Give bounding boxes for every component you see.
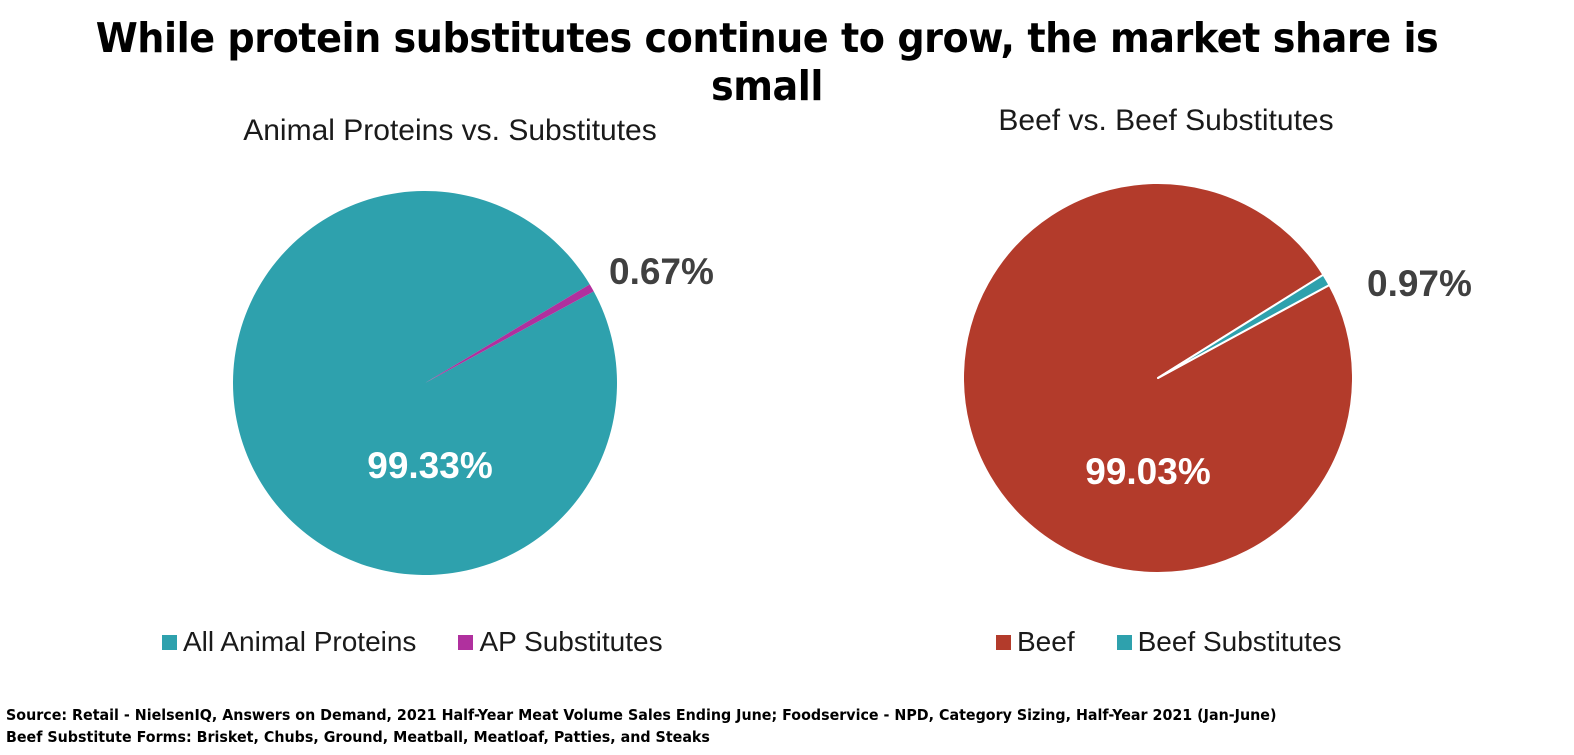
pie-chart-beef: 99.03% 0.97% [962, 182, 1472, 575]
data-label-small-slice: 0.97% [1367, 263, 1472, 304]
legend-swatch [1116, 634, 1132, 650]
legend-beef: Beef Beef Substitutes [996, 626, 1342, 658]
chart-title-animal-proteins: Animal Proteins vs. Substitutes [243, 114, 657, 147]
data-label-small-slice: 0.67% [609, 251, 714, 292]
legend-item-beef: Beef [996, 626, 1075, 658]
chart-title-beef: Beef vs. Beef Substitutes [998, 104, 1334, 137]
pie-chart-animal-proteins: 99.33% 0.67% [233, 191, 714, 576]
legend-swatch [458, 634, 474, 650]
footnote-source: Source: Retail - NielsenIQ, Answers on D… [6, 706, 1277, 724]
legend-item-all-animal-proteins: All Animal Proteins [162, 626, 416, 658]
legend-swatch [996, 634, 1011, 650]
pie-slice-ap-substitutes [425, 284, 594, 383]
legend-item-ap-substitutes: AP Substitutes [458, 626, 663, 658]
page-title: While protein substitutes continue to gr… [95, 14, 1439, 110]
pie-slice-beef-substitutes [1157, 273, 1331, 379]
pie-slice-all-animal-proteins [233, 191, 618, 576]
data-label-large-slice: 99.03% [1085, 451, 1211, 492]
legend-label: Beef [1017, 626, 1075, 657]
footnote-beef-forms: Beef Substitute Forms: Brisket, Chubs, G… [6, 728, 710, 746]
legend-swatch [162, 634, 177, 650]
legend-label: AP Substitutes [479, 626, 663, 657]
data-label-large-slice: 99.33% [367, 445, 493, 486]
legend-label: All Animal Proteins [183, 626, 417, 657]
legend-label: Beef Substitutes [1137, 626, 1342, 657]
legend-item-beef-substitutes: Beef Substitutes [1116, 626, 1342, 658]
legend-animal-proteins: All Animal Proteins AP Substitutes [162, 626, 663, 658]
